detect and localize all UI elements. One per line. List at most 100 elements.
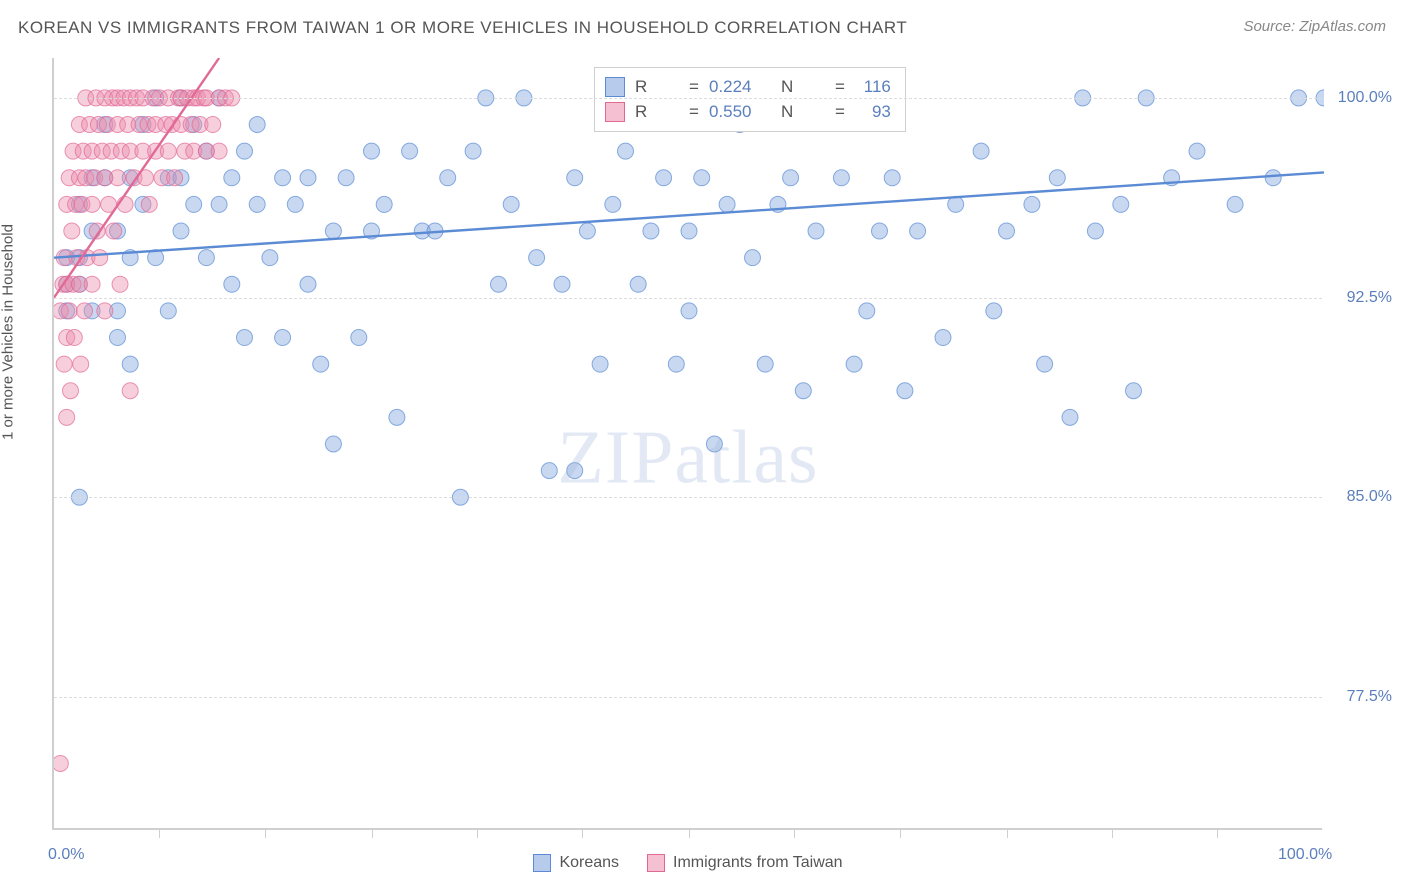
data-point bbox=[56, 356, 72, 372]
data-point bbox=[275, 170, 291, 186]
data-point bbox=[92, 250, 108, 266]
x-tick bbox=[689, 828, 690, 838]
data-point bbox=[986, 303, 1002, 319]
data-point bbox=[465, 143, 481, 159]
data-point bbox=[61, 303, 77, 319]
legend-label: Koreans bbox=[559, 854, 619, 872]
data-point bbox=[1227, 196, 1243, 212]
data-point bbox=[605, 196, 621, 212]
y-tick-label: 92.5% bbox=[1347, 289, 1392, 307]
data-point bbox=[1189, 143, 1205, 159]
data-point bbox=[643, 223, 659, 239]
data-point bbox=[440, 170, 456, 186]
x-tick-label: 100.0% bbox=[1278, 846, 1332, 864]
equals-sign: = bbox=[835, 100, 845, 125]
n-label: N bbox=[781, 100, 825, 125]
data-point bbox=[59, 409, 75, 425]
data-point bbox=[300, 170, 316, 186]
data-point bbox=[567, 463, 583, 479]
series-legend: Koreans Immigrants from Taiwan bbox=[54, 854, 1322, 872]
correlation-legend: R = 0.224 N = 116 R = 0.550 N = 93 bbox=[594, 67, 906, 132]
gridline bbox=[54, 98, 1322, 99]
data-point bbox=[224, 276, 240, 292]
scatter-svg bbox=[54, 58, 1324, 830]
data-point bbox=[808, 223, 824, 239]
y-tick-label: 77.5% bbox=[1347, 688, 1392, 706]
data-point bbox=[76, 303, 92, 319]
data-point bbox=[706, 436, 722, 452]
trend-line bbox=[54, 172, 1324, 257]
x-tick bbox=[794, 828, 795, 838]
data-point bbox=[884, 170, 900, 186]
data-point bbox=[694, 170, 710, 186]
swatch-pink-icon bbox=[605, 102, 625, 122]
data-point bbox=[681, 303, 697, 319]
data-point bbox=[1087, 223, 1103, 239]
x-tick bbox=[265, 828, 266, 838]
data-point bbox=[173, 223, 189, 239]
data-point bbox=[948, 196, 964, 212]
y-tick-label: 85.0% bbox=[1347, 488, 1392, 506]
data-point bbox=[287, 196, 303, 212]
data-point bbox=[389, 409, 405, 425]
data-point bbox=[73, 356, 89, 372]
data-point bbox=[973, 143, 989, 159]
data-point bbox=[64, 223, 80, 239]
n-label: N bbox=[781, 75, 825, 100]
data-point bbox=[910, 223, 926, 239]
data-point bbox=[897, 383, 913, 399]
data-point bbox=[859, 303, 875, 319]
data-point bbox=[554, 276, 570, 292]
data-point bbox=[122, 356, 138, 372]
data-point bbox=[122, 383, 138, 399]
x-tick bbox=[372, 828, 373, 838]
source-attribution: Source: ZipAtlas.com bbox=[1243, 18, 1386, 35]
data-point bbox=[1024, 196, 1040, 212]
data-point bbox=[325, 436, 341, 452]
data-point bbox=[84, 276, 100, 292]
data-point bbox=[160, 303, 176, 319]
data-point bbox=[84, 196, 100, 212]
data-point bbox=[935, 330, 951, 346]
legend-item-koreans: Koreans bbox=[533, 854, 619, 872]
n-value: 116 bbox=[855, 75, 891, 100]
y-axis-label: 1 or more Vehicles in Household bbox=[0, 224, 17, 440]
data-point bbox=[833, 170, 849, 186]
data-point bbox=[110, 330, 126, 346]
data-point bbox=[1126, 383, 1142, 399]
data-point bbox=[106, 223, 122, 239]
data-point bbox=[364, 143, 380, 159]
data-point bbox=[325, 223, 341, 239]
swatch-blue-icon bbox=[533, 854, 551, 872]
gridline bbox=[54, 697, 1322, 698]
gridline bbox=[54, 298, 1322, 299]
data-point bbox=[529, 250, 545, 266]
data-point bbox=[745, 250, 761, 266]
data-point bbox=[872, 223, 888, 239]
data-point bbox=[630, 276, 646, 292]
n-value: 93 bbox=[855, 100, 891, 125]
data-point bbox=[567, 170, 583, 186]
data-point bbox=[351, 330, 367, 346]
data-point bbox=[110, 170, 126, 186]
x-tick bbox=[159, 828, 160, 838]
data-point bbox=[402, 143, 418, 159]
data-point bbox=[681, 223, 697, 239]
gridline bbox=[54, 497, 1322, 498]
data-point bbox=[503, 196, 519, 212]
data-point bbox=[579, 223, 595, 239]
data-point bbox=[668, 356, 684, 372]
data-point bbox=[262, 250, 278, 266]
equals-sign: = bbox=[835, 75, 845, 100]
data-point bbox=[198, 250, 214, 266]
data-point bbox=[541, 463, 557, 479]
data-point bbox=[1265, 170, 1281, 186]
data-point bbox=[783, 170, 799, 186]
data-point bbox=[719, 196, 735, 212]
data-point bbox=[211, 196, 227, 212]
legend-row-taiwan: R = 0.550 N = 93 bbox=[605, 100, 891, 125]
data-point bbox=[112, 276, 128, 292]
data-point bbox=[249, 117, 265, 133]
data-point bbox=[224, 170, 240, 186]
data-point bbox=[999, 223, 1015, 239]
